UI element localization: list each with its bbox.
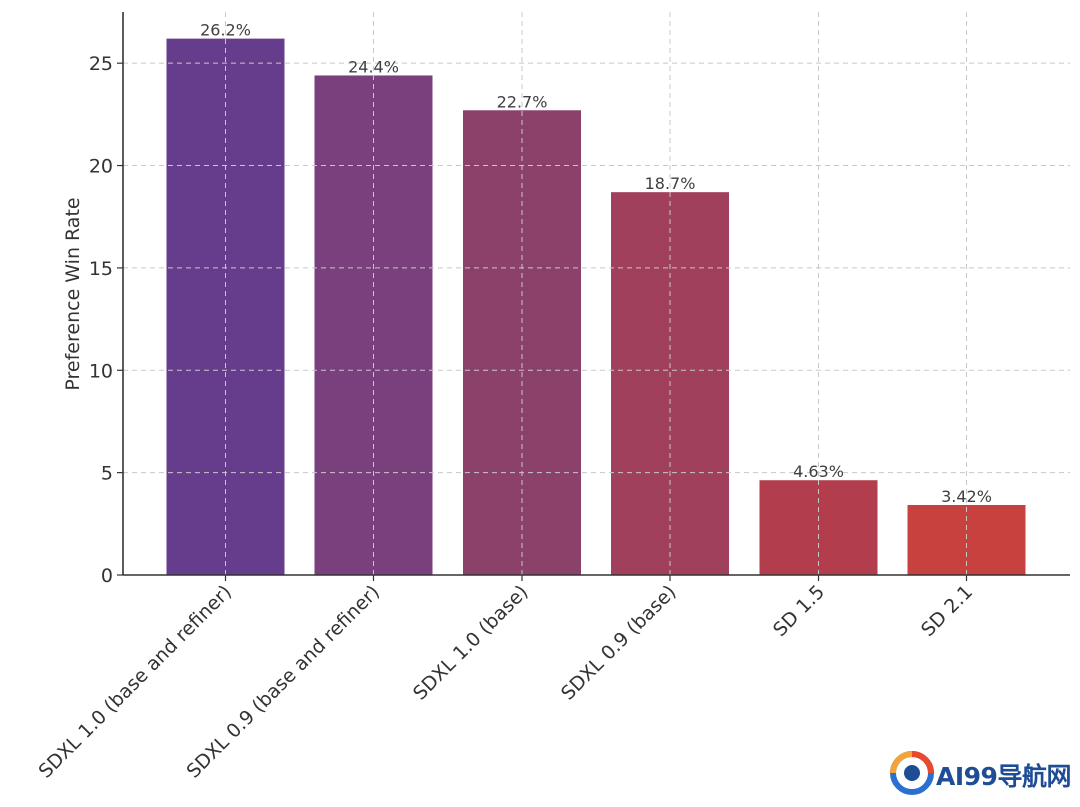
x-tick-label: SD 1.5 <box>769 581 829 641</box>
watermark-text: AI99导航网 <box>936 762 1071 791</box>
x-tick-label: SD 2.1 <box>917 581 977 641</box>
y-tick-label: 0 <box>101 565 113 587</box>
data-label-1: 26.2% <box>200 21 251 40</box>
bar-1 <box>166 38 285 575</box>
y-axis-ticks: 0 5 10 15 20 25 <box>89 53 123 587</box>
y-tick-label: 20 <box>89 156 113 178</box>
bar-3 <box>463 110 581 575</box>
y-tick-label: 5 <box>101 463 113 485</box>
grid-lines <box>123 12 1070 575</box>
watermark: AI99导航网 <box>888 748 1073 802</box>
data-label-5: 4.63% <box>793 462 844 481</box>
data-label-2: 24.4% <box>348 57 399 76</box>
watermark-logo-icon <box>890 751 934 795</box>
bars <box>166 38 1026 575</box>
data-label-4: 18.7% <box>645 174 696 193</box>
data-label-3: 22.7% <box>497 92 548 111</box>
x-tick-label: SDXL 1.0 (base) <box>409 581 533 705</box>
y-tick-label: 15 <box>89 258 113 280</box>
x-axis-ticks: SDXL 1.0 (base and refiner)SDXL 0.9 (bas… <box>34 575 977 783</box>
axes <box>122 12 1070 576</box>
y-axis-title: Preference Win Rate <box>62 197 84 390</box>
y-tick-label: 10 <box>89 360 113 382</box>
data-label-6: 3.42% <box>941 487 992 506</box>
x-tick-label: SDXL 0.9 (base) <box>557 581 681 705</box>
data-labels: 26.2% 24.4% 22.7% 18.7% 4.63% 3.42% <box>200 21 992 506</box>
y-tick-label: 25 <box>89 53 113 75</box>
